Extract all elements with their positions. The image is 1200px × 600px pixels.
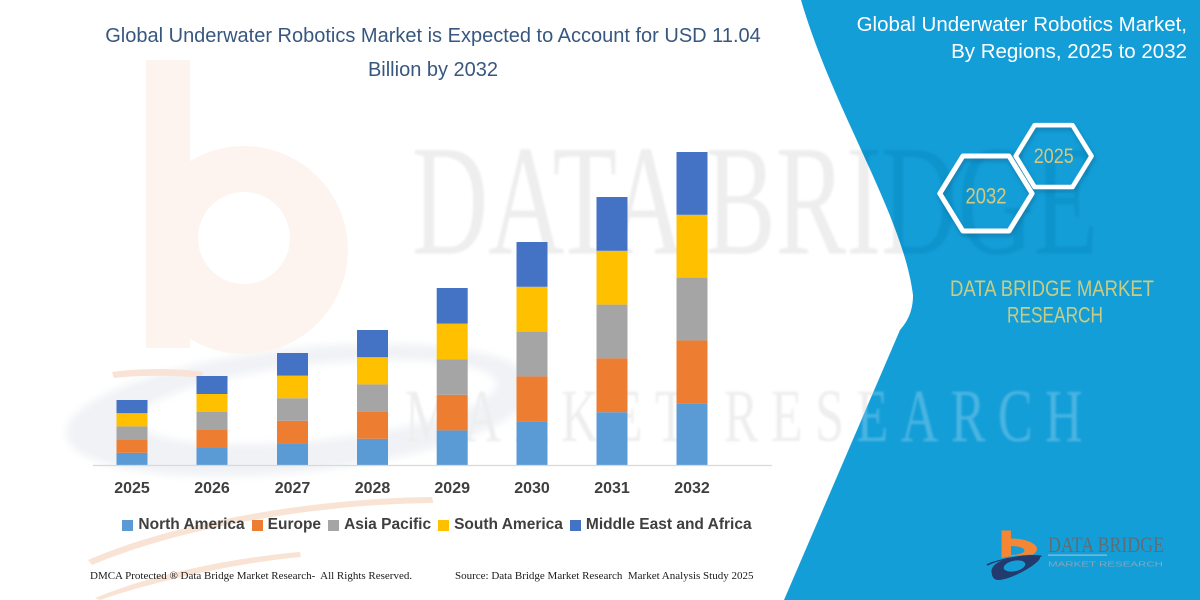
svg-text:2029: 2029	[434, 480, 470, 497]
svg-text:2028: 2028	[355, 480, 391, 497]
svg-text:DATA BRIDGE: DATA BRIDGE	[1048, 532, 1164, 557]
svg-text:2026: 2026	[194, 480, 230, 497]
svg-text:2032: 2032	[966, 184, 1007, 209]
svg-text:2032: 2032	[674, 480, 710, 497]
svg-text:2025: 2025	[114, 480, 150, 497]
svg-text:RESEARCH: RESEARCH	[1007, 303, 1103, 328]
svg-text:2025: 2025	[1034, 145, 1074, 168]
svg-text:MARKET RESEARCH: MARKET RESEARCH	[1048, 562, 1163, 569]
svg-text:2027: 2027	[275, 480, 311, 497]
svg-text:2031: 2031	[594, 480, 630, 497]
svg-text:DATA BRIDGE MARKET: DATA BRIDGE MARKET	[950, 276, 1154, 301]
svg-text:2030: 2030	[514, 480, 550, 497]
